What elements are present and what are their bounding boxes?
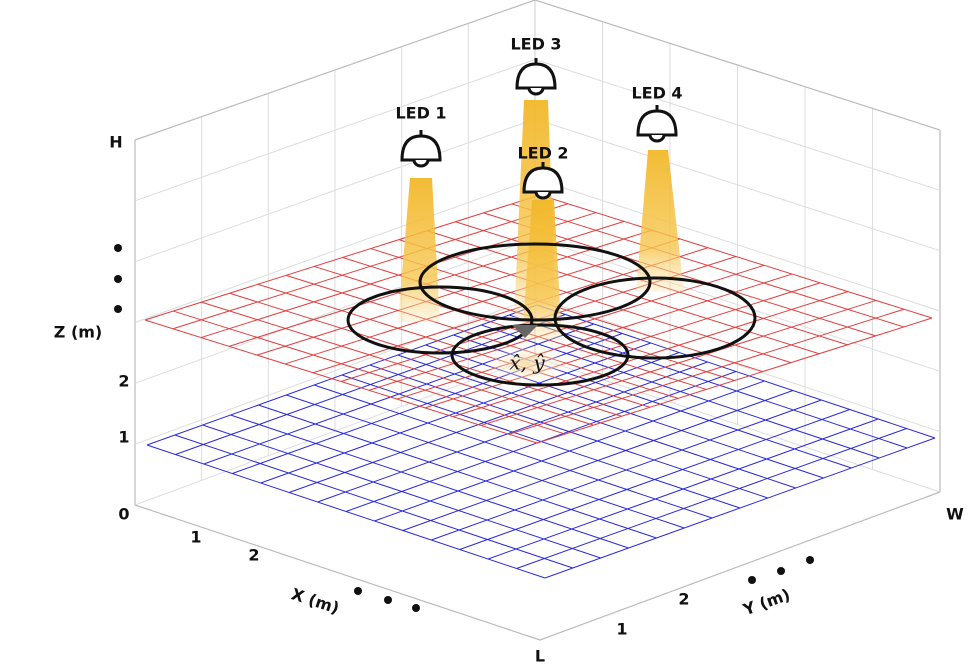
lamp-dome	[400, 134, 442, 162]
grid-line	[398, 239, 792, 364]
wall-line	[534, 0, 941, 131]
estimate-label: x̂, ŷ	[509, 351, 545, 375]
z-tick: 2	[118, 372, 129, 391]
grid-line	[146, 304, 538, 446]
y-tick: W	[946, 505, 964, 524]
grid-line	[508, 314, 908, 449]
lamps: LED 1 LED 2 LED 3 LED 4	[395, 35, 683, 200]
led-label: LED 3	[510, 35, 561, 54]
beam	[522, 200, 562, 340]
lamp-dome	[636, 109, 678, 137]
lamp-bulb	[534, 191, 552, 200]
wall-line	[534, 178, 941, 312]
lamp-dome	[522, 166, 564, 194]
z-axis-label: Z (m)	[54, 323, 102, 342]
lamp-bulb	[527, 87, 545, 96]
wall-line	[134, 178, 536, 323]
led-lamp: LED 2	[517, 144, 569, 200]
z-tick: 1	[118, 428, 129, 447]
floor-edge	[539, 491, 941, 641]
wall-line	[134, 0, 536, 141]
grid-line	[256, 229, 653, 356]
grid-line	[369, 364, 769, 499]
range-circle	[450, 323, 630, 387]
x-tick: 1	[190, 528, 201, 547]
y-tick: 2	[678, 590, 689, 609]
y-tick: 1	[616, 620, 627, 639]
wall-line	[134, 59, 536, 202]
grid-line	[284, 238, 681, 365]
ellipsis-dots	[114, 244, 814, 612]
wall-line	[134, 297, 536, 445]
grid-line	[260, 342, 651, 484]
grid-line	[288, 352, 680, 493]
grid-line	[539, 194, 933, 319]
grid-line	[397, 354, 796, 489]
range-circle	[553, 276, 757, 360]
grid-line	[172, 203, 569, 330]
wall-line	[534, 237, 941, 372]
lamp-bulb	[648, 134, 666, 143]
range-circles	[346, 242, 757, 387]
lamp-dome	[515, 62, 557, 90]
z-tick: 0	[118, 505, 129, 524]
led-lamp: LED 1	[395, 104, 447, 168]
led-label: LED 4	[631, 84, 682, 103]
wall-line	[534, 59, 941, 191]
x-axis-label: X (m)	[289, 584, 342, 617]
grid-line	[175, 314, 566, 455]
grid-line	[426, 230, 820, 355]
grid-line	[317, 361, 708, 503]
wall-line	[534, 297, 941, 433]
led-label: LED 1	[395, 104, 446, 123]
grid-line	[144, 194, 541, 321]
grid-line	[536, 304, 936, 439]
light-beams	[398, 100, 684, 340]
wall-line	[534, 118, 941, 252]
range-circle	[418, 242, 652, 322]
estimate-marker	[512, 325, 538, 338]
led-lamp: LED 4	[631, 84, 683, 143]
led-lamp: LED 3	[510, 35, 562, 96]
lamp-bulb	[412, 159, 430, 168]
estimate-glow	[485, 344, 569, 384]
beam	[636, 150, 684, 292]
y-axis-label: Y (m)	[740, 585, 793, 620]
x-tick: 2	[248, 546, 259, 565]
wall-line	[134, 118, 536, 263]
wall-line	[134, 237, 536, 384]
led-label: LED 2	[517, 144, 568, 163]
grid-line	[511, 203, 904, 328]
floor-edge	[134, 504, 541, 641]
z-tick: H	[109, 133, 122, 152]
x-tick: L	[535, 647, 545, 666]
